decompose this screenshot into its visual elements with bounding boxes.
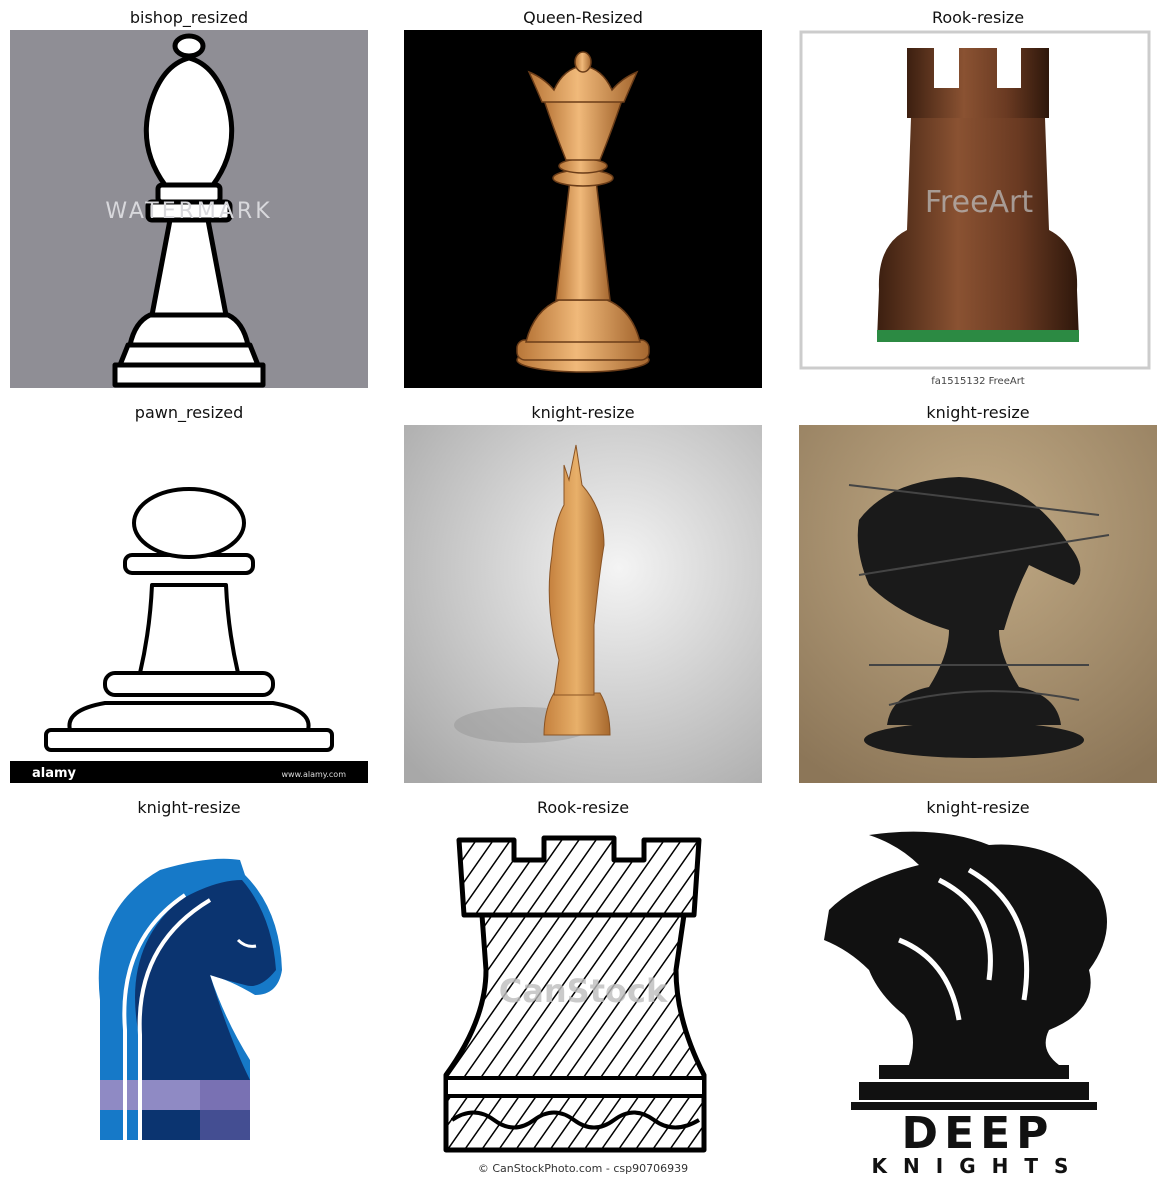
banner-url: www.alamy.com [282, 770, 347, 779]
pawn-illustration: alamy www.alamy.com [10, 425, 368, 783]
bishop-illustration: WATERMARK [10, 30, 368, 388]
logo-text: DEEP [902, 1108, 1055, 1159]
watermark-text: CanStock [499, 972, 668, 1010]
knight-blue-image [10, 820, 368, 1178]
bishop-image: WATERMARK [10, 30, 368, 388]
rook-illustration: FreeArt fa1515132 FreeArt [799, 30, 1157, 388]
panel-title: knight-resize [926, 403, 1030, 422]
logo-subtext: KNIGHTS [872, 1154, 1085, 1178]
image-caption: fa1515132 FreeArt [931, 376, 1025, 387]
queen-illustration [404, 30, 762, 388]
pawn-image: alamy www.alamy.com [10, 425, 368, 783]
knight-dark-illustration [799, 425, 1157, 783]
knight-blue-logo [10, 820, 368, 1178]
knight-dark-image [799, 425, 1157, 783]
rook-pattern-illustration: CanStock © CanStockPhoto.com - csp907069… [404, 820, 762, 1178]
panel-title: Queen-Resized [523, 8, 643, 27]
panel-title: pawn_resized [134, 403, 244, 422]
panel-title: knight-resize [926, 798, 1030, 817]
panel-title: knight-resize [531, 403, 635, 422]
queen-image [404, 30, 762, 388]
knight-wood-illustration [404, 425, 762, 783]
panel-title: knight-resize [137, 798, 241, 817]
panel-title: Rook-resize [536, 798, 630, 817]
panel-title: Rook-resize [931, 8, 1025, 27]
rook-pattern-image: CanStock © CanStockPhoto.com - csp907069… [404, 820, 762, 1178]
image-caption: © CanStockPhoto.com - csp90706939 [478, 1162, 688, 1175]
deep-knights-logo: DEEP KNIGHTS [799, 820, 1157, 1178]
knight-logo-image: DEEP KNIGHTS [799, 820, 1157, 1178]
watermark-text: WATERMARK [105, 199, 272, 224]
panel-title: bishop_resized [129, 8, 249, 27]
knight-wood-image [404, 425, 762, 783]
rook-image: FreeArt fa1515132 FreeArt [799, 30, 1157, 388]
banner-logo: alamy [32, 766, 77, 781]
watermark-text: FreeArt [925, 185, 1034, 220]
